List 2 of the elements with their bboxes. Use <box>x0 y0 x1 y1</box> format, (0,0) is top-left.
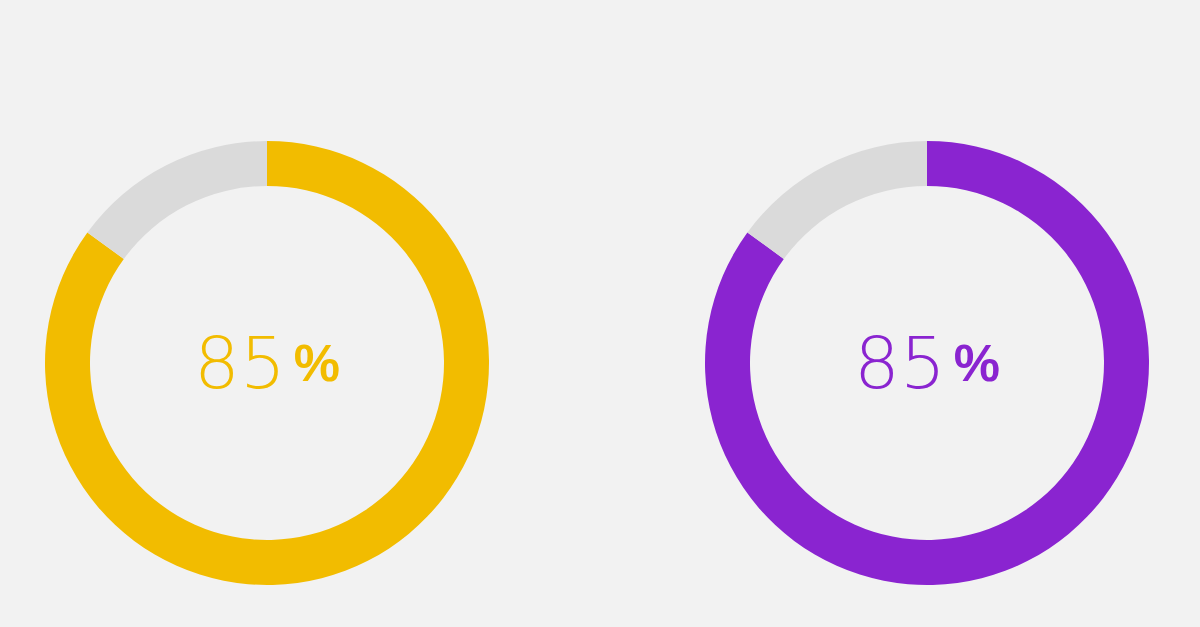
data-label: 85% <box>194 321 340 405</box>
data-label: 85% <box>854 321 1000 405</box>
